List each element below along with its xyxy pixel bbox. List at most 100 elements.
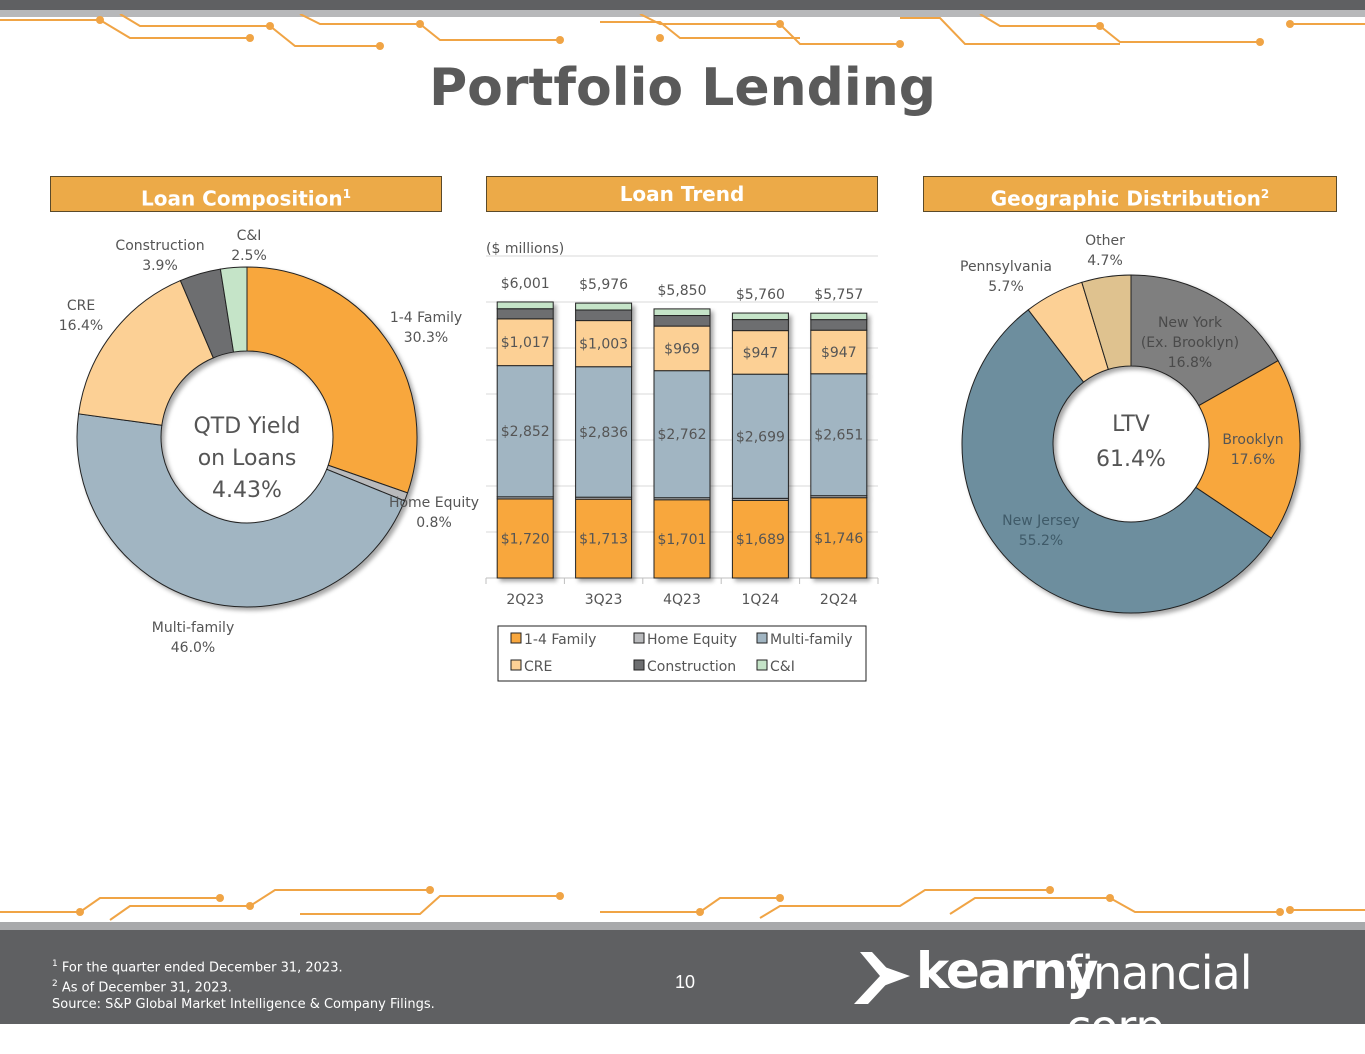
loan-trend-bar-1-4-family-2q24 xyxy=(810,497,868,579)
logo-wordmark-financial-corp: financial corp. xyxy=(1066,946,1253,1054)
loan-trend-bar-multi-family-3q23 xyxy=(575,366,633,498)
loan-composition-footnote-marker: 1 xyxy=(342,187,351,201)
legend-swatch-c-i xyxy=(756,659,768,671)
loan-trend-bar-cre-2q24 xyxy=(810,329,868,375)
footnote-source-text: Source: S&P Global Market Intelligence &… xyxy=(52,996,435,1012)
geographic-label-other-value: 4.7% xyxy=(1087,253,1123,269)
geographic-label-brooklyn-value: 17.6% xyxy=(1231,452,1275,468)
legend-label-1-4-family: 1-4 Family xyxy=(524,632,596,648)
loan-trend-category-3q23: 3Q23 xyxy=(585,592,623,608)
geographic-distribution-footnote-marker: 2 xyxy=(1260,187,1270,201)
geographic-label-new-york-ex-brooklyn-name: New York xyxy=(1158,315,1223,331)
legend-label-construction: Construction xyxy=(647,659,736,675)
kearny-logo-mark-icon xyxy=(854,952,910,1004)
loan-trend-header: Loan Trend xyxy=(486,176,878,212)
loan-composition-header: Loan Composition1 xyxy=(50,176,442,212)
circuit-decoration-bottom xyxy=(0,886,1365,921)
loan-trend-total-label-2q23: $6,001 xyxy=(501,276,550,292)
loan-composition-label-c-i-name: C&I xyxy=(237,228,262,244)
geographic-label-new-jersey-name: New Jersey xyxy=(1002,513,1080,529)
loan-trend-bar-multi-family-2q24 xyxy=(810,373,868,497)
footnote-2-marker: 2 xyxy=(52,979,58,990)
geographic-distribution-title: Geographic Distribution xyxy=(990,186,1261,211)
loan-trend-data-label-multi-family-4q23: $2,762 xyxy=(658,427,707,443)
loan-trend-data-label-cre-1q24: $947 xyxy=(743,345,779,361)
geographic-distribution-donut: New York (Ex. Brooklyn) 16.8% Brooklyn 17.6%… xyxy=(960,233,1301,614)
loan-trend-bar-multi-family-4q23 xyxy=(653,370,711,499)
top-band xyxy=(0,0,1365,10)
footnote-2-text: As of December 31, 2023. xyxy=(61,980,232,996)
circuit-decoration-top xyxy=(0,14,1365,50)
loan-trend-title: Loan Trend xyxy=(619,182,745,206)
loan-trend-category-4q23: 4Q23 xyxy=(663,592,701,608)
loan-trend-bar-construction-4q23 xyxy=(653,315,711,327)
geographic-label-new-york-ex-brooklyn-value: 16.8% xyxy=(1168,355,1212,371)
loan-trend-legend xyxy=(497,625,867,682)
loan-trend-total-label-3q23: $5,976 xyxy=(579,277,628,293)
legend-label-cre: CRE xyxy=(524,659,552,675)
logo-wordmark-kearny: kearny xyxy=(916,942,1098,1000)
loan-trend-bar-construction-3q23 xyxy=(575,309,633,322)
loan-trend-bar-1-4-family-1q24 xyxy=(731,499,789,579)
loan-composition-label-construction-value: 3.9% xyxy=(142,258,178,274)
loan-trend-bar-c-i-3q23 xyxy=(575,302,633,311)
loan-trend-category-1q24: 1Q24 xyxy=(742,592,780,608)
loan-composition-label-multi-family-name: Multi-family xyxy=(152,620,234,636)
footnote-source: Source: S&P Global Market Intelligence &… xyxy=(52,997,435,1013)
geographic-center-text-1: 61.4% xyxy=(1096,447,1166,472)
loan-trend-data-label-multi-family-1q24: $2,699 xyxy=(736,429,785,445)
loan-trend-total-label-4q23: $5,850 xyxy=(658,283,707,299)
loan-trend-bar-multi-family-2q23 xyxy=(496,365,554,498)
loan-composition-title: Loan Composition xyxy=(140,186,343,211)
legend-label-c-i: C&I xyxy=(770,659,795,675)
geographic-slice-brooklyn xyxy=(1195,360,1301,539)
loan-composition-slice-1-4-family xyxy=(246,266,418,494)
loan-trend-category-2q24: 2Q24 xyxy=(820,592,858,608)
footnote-1: 1 For the quarter ended December 31, 202… xyxy=(52,956,435,976)
loan-trend-total-label-1q24: $5,760 xyxy=(736,287,785,303)
loan-trend-category-2q23: 2Q23 xyxy=(506,592,544,608)
loan-composition-label-c-i-value: 2.5% xyxy=(231,248,267,264)
loan-trend-data-label-cre-4q23: $969 xyxy=(664,341,700,357)
loan-trend-bar-construction-2q23 xyxy=(496,308,554,320)
loan-composition-label-multi-family-value: 46.0% xyxy=(171,640,215,656)
loan-trend-bar-c-i-2q24 xyxy=(810,312,868,321)
page-title: Portfolio Lending xyxy=(429,58,936,118)
loan-trend-bar-cre-3q23 xyxy=(575,320,633,368)
loan-trend-data-label-cre-2q23: $1,017 xyxy=(501,335,550,351)
loan-trend-data-label-1-4-family-2q23: $1,720 xyxy=(501,531,550,547)
loan-trend-data-label-cre-2q24: $947 xyxy=(821,345,857,361)
loan-trend-bar-chart: ($ millions) $1,720 $2,852 $1,017 $6,001 2Q23… xyxy=(485,241,879,682)
loan-trend-data-label-1-4-family-2q24: $1,746 xyxy=(814,531,863,547)
geographic-label-pennsylvania-value: 5.7% xyxy=(988,279,1024,295)
legend-swatch-home-equity xyxy=(633,632,645,644)
loan-composition-center-text-1: on Loans xyxy=(198,446,297,471)
footnote-1-marker: 1 xyxy=(52,959,58,969)
loan-trend-data-label-1-4-family-4q23: $1,701 xyxy=(658,532,707,548)
footnotes: 1 For the quarter ended December 31, 202… xyxy=(52,956,435,1013)
charts-canvas: 1-4 Family 30.3% Home Equity 0.8% Multi-fami… xyxy=(59,228,1301,682)
loan-composition-label-1-4-family-name: 1-4 Family xyxy=(390,310,462,326)
geographic-label-new-york-ex-brooklyn-name: (Ex. Brooklyn) xyxy=(1141,335,1239,351)
top-band-light xyxy=(0,10,1365,17)
loan-trend-data-label-1-4-family-3q23: $1,713 xyxy=(579,532,628,548)
loan-trend-data-label-multi-family-3q23: $2,836 xyxy=(579,425,628,441)
legend-label-multi-family: Multi-family xyxy=(770,632,852,648)
footer-band xyxy=(0,922,1365,1024)
loan-trend-bar-c-i-4q23 xyxy=(653,308,711,317)
legend-label-home-equity: Home Equity xyxy=(647,632,737,648)
loan-composition-label-construction-name: Construction xyxy=(115,238,204,254)
geographic-label-pennsylvania-name: Pennsylvania xyxy=(960,259,1052,275)
loan-composition-label-cre-value: 16.4% xyxy=(59,318,103,334)
loan-trend-total-label-2q24: $5,757 xyxy=(814,287,863,303)
legend-swatch-1-4-family xyxy=(510,632,522,644)
loan-composition-slice-cre xyxy=(78,279,214,426)
loan-trend-bar-c-i-2q23 xyxy=(496,301,554,310)
geographic-distribution-header: Geographic Distribution2 xyxy=(923,176,1337,212)
loan-composition-center-text-2: 4.43% xyxy=(212,478,282,503)
geographic-label-other-name: Other xyxy=(1085,233,1125,249)
geographic-slice-new-jersey xyxy=(961,309,1273,614)
loan-trend-data-label-multi-family-2q23: $2,852 xyxy=(501,424,550,440)
loan-trend-bar-construction-2q24 xyxy=(810,319,868,331)
loan-trend-data-label-1-4-family-1q24: $1,689 xyxy=(736,532,785,548)
